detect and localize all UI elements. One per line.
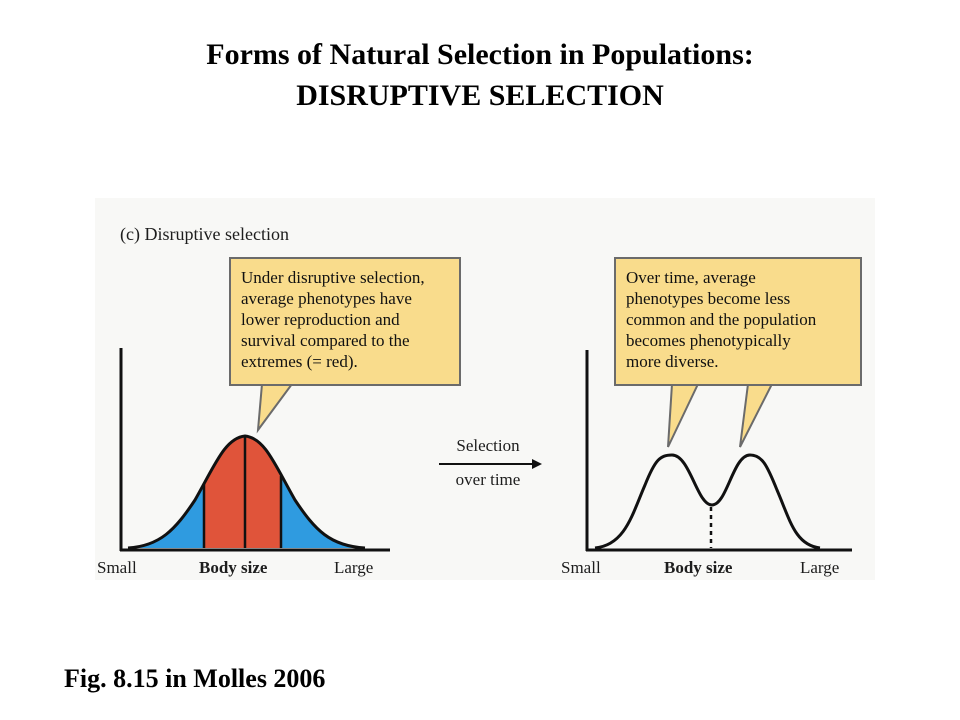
arrow-label-over-time: over time xyxy=(455,470,521,489)
figure-caption: Fig. 8.15 in Molles 2006 xyxy=(64,664,326,693)
callout-left-line: survival compared to the xyxy=(241,331,410,350)
panel-label: (c) Disruptive selection xyxy=(120,224,289,244)
selection-arrowhead xyxy=(532,459,542,469)
callout-right-line: common and the population xyxy=(626,310,817,329)
right-axis-small-label: Small xyxy=(561,558,601,577)
left-axis-small-label: Small xyxy=(97,558,137,577)
callout-right: Over time, average phenotypes become les… xyxy=(614,257,862,386)
slide-subtitle: DISRUPTIVE SELECTION xyxy=(296,79,664,112)
callout-left-line: lower reproduction and xyxy=(241,310,400,329)
left-axis-body-size-label: Body size xyxy=(199,558,268,577)
right-callout-pointer-2 xyxy=(739,383,774,448)
right-callout-pointer-1 xyxy=(667,383,700,448)
callout-left-line: extremes (= red). xyxy=(241,352,358,371)
right-distribution-curve xyxy=(594,453,821,550)
average-area xyxy=(204,436,281,548)
left-axis-large-label: Large xyxy=(334,558,374,577)
callout-right-line: phenotypes become less xyxy=(626,289,791,308)
callout-right-line: becomes phenotypically xyxy=(626,331,791,350)
left-callout-pointer xyxy=(256,383,294,434)
callout-left-line: average phenotypes have xyxy=(241,289,412,308)
arrow-label-selection: Selection xyxy=(456,436,520,455)
callout-right-line: Over time, average xyxy=(626,268,756,287)
right-axis-large-label: Large xyxy=(800,558,840,577)
right-axis-body-size-label: Body size xyxy=(664,558,733,577)
callout-left-line: Under disruptive selection, xyxy=(241,268,425,287)
callout-left: Under disruptive selection, average phen… xyxy=(229,257,461,386)
slide-title: Forms of Natural Selection in Population… xyxy=(206,38,754,71)
callout-right-line: more diverse. xyxy=(626,352,719,371)
